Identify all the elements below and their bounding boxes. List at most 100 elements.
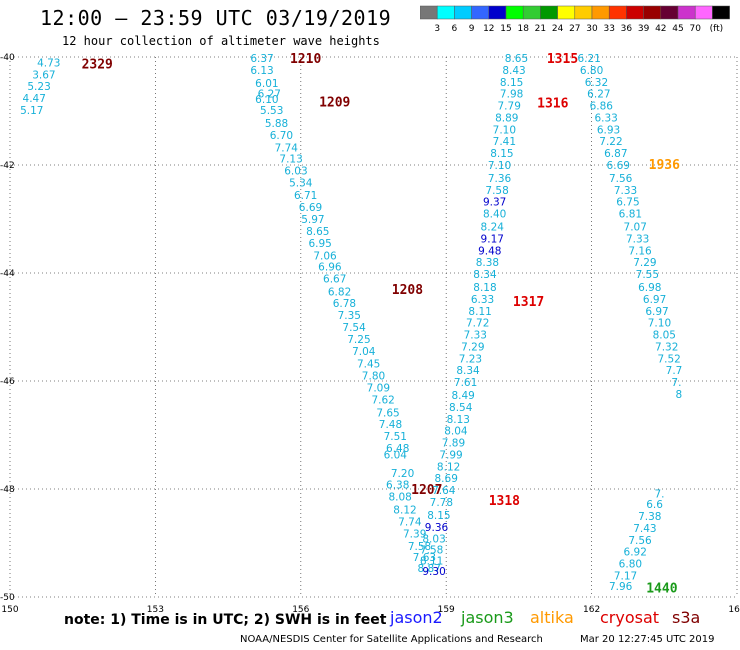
wave-height-value: 8.04: [444, 426, 468, 438]
wave-height-value: 8.12: [393, 505, 416, 517]
wave-height-value: 6.04: [384, 449, 408, 461]
wave-height-value: 7.61: [454, 377, 477, 389]
wave-height-value: 6.78: [333, 298, 356, 310]
wave-height-value: 7.29: [461, 341, 484, 353]
wave-height-value: 9.30: [422, 566, 445, 578]
wave-height-value: 6.82: [328, 286, 351, 298]
colorbar-unit: (ft): [710, 24, 724, 34]
wave-height-value: 6.69: [607, 160, 630, 172]
x-tick-label: 165: [728, 605, 740, 615]
pass-time-label: 1209: [319, 95, 350, 110]
wave-height-value: 6.71: [294, 190, 317, 202]
pass-time-label: 1316: [537, 96, 568, 111]
pass-time-label: 1318: [489, 494, 520, 509]
wave-height-value: 7.62: [371, 394, 394, 406]
wave-height-value: 7.04: [352, 346, 376, 358]
wave-height-value: 7.10: [488, 160, 511, 172]
wave-height-value: 7.79: [498, 101, 521, 113]
wave-height-value: 6.38: [386, 480, 409, 492]
wave-height-value: 8.69: [435, 473, 458, 485]
wave-height-value: 8.54: [449, 402, 473, 414]
wave-height-value: 6.95: [308, 238, 331, 250]
wave-height-value: 7.99: [439, 449, 462, 461]
wave-height-value: 6.87: [604, 148, 627, 160]
satellite-label-jason2: jason2: [390, 608, 443, 627]
y-tick-label: -40: [0, 53, 15, 63]
wave-height-value: 8.65: [306, 226, 329, 238]
wave-height-value: 7.64: [432, 485, 456, 497]
wave-height-value: 7.10: [648, 318, 671, 330]
wave-height-value: 7.25: [347, 334, 370, 346]
wave-height-value: 7.72: [466, 318, 489, 330]
pass-time-label: 1317: [513, 295, 544, 310]
wave-height-value: 4.47: [23, 93, 46, 105]
wave-height-value: 4.73: [37, 57, 60, 69]
wave-height-value: 7.35: [338, 310, 361, 322]
colorbar-label: 9: [469, 24, 475, 34]
colorbar-label: 27: [569, 24, 580, 34]
y-tick-label: -44: [0, 269, 15, 279]
wave-height-value: 8: [675, 389, 682, 401]
colorbar-legend: 3 6 9 12 15 18 21 24 27 30 33 36 39 42 45 70 (ft): [420, 5, 730, 34]
credit-timestamp: Mar 20 12:27:45 UTC 2019: [580, 634, 715, 645]
wave-height-value: 7.58: [408, 541, 431, 553]
wave-height-value: 6.21: [577, 53, 600, 65]
wave-height-value: 5.23: [27, 81, 50, 93]
wave-height-value: 7.06: [313, 251, 337, 263]
wave-height-value: 6.33: [471, 294, 494, 306]
wave-height-value: 9.17: [481, 233, 504, 245]
pass-time-label: 2329: [82, 57, 113, 72]
wave-height-value: 7.56: [628, 535, 652, 547]
wave-height-value: 7.23: [459, 353, 482, 365]
wave-height-value: 7.39: [403, 528, 426, 540]
wave-height-value: 6.92: [624, 547, 647, 559]
credit-text: NOAA/NESDIS Center for Satellite Applica…: [240, 634, 543, 645]
satellite-label-s3a: s3a: [672, 608, 701, 627]
wave-height-value: 7.98: [500, 89, 523, 101]
wave-height-value: 7.63: [413, 552, 436, 564]
colorbar-label: 45: [672, 24, 683, 34]
pass-time-label: 1207: [411, 483, 442, 498]
wave-height-value: 7.80: [362, 371, 385, 383]
wave-height-value: 6.37: [250, 53, 273, 65]
wave-height-value: 6.67: [323, 273, 346, 285]
wave-height-value: 8.12: [437, 461, 460, 473]
wave-height-value: 7.36: [488, 173, 512, 185]
wave-height-value: 8.24: [481, 222, 505, 234]
wave-height-value: 8.89: [495, 112, 518, 124]
wave-height-value: 7.: [654, 488, 664, 500]
wave-height-value: 8.11: [468, 306, 491, 318]
wave-height-value: 9.36: [425, 522, 449, 534]
wave-height-value: 6.27: [258, 89, 281, 101]
wave-height-value: 6.48: [386, 443, 409, 455]
chart-title: 12:00 – 23:59 UTC 03/19/2019: [40, 6, 392, 30]
wave-height-value: 7.13: [279, 154, 302, 166]
colorbar-label: 15: [500, 24, 511, 34]
wave-height-value: 6.97: [645, 306, 668, 318]
wave-height-value: 7.78: [430, 497, 453, 509]
wave-height-value: 8.18: [473, 282, 496, 294]
wave-height-value: 7.43: [633, 523, 656, 535]
colorbar-label: 18: [517, 24, 529, 34]
pass-time-label: 1315: [547, 52, 578, 67]
wave-height-value: 8.34: [456, 365, 480, 377]
wave-height-value: 6.10: [255, 94, 278, 106]
wave-height-value: 8.65: [505, 53, 528, 65]
wave-height-value: 7.96: [609, 581, 633, 593]
wave-height-value: 7.65: [376, 407, 399, 419]
wave-height-value: 7.56: [609, 173, 633, 185]
wave-height-value: 6.86: [590, 101, 614, 113]
wave-height-value: 8.15: [500, 77, 523, 89]
colorbar-swatch: [712, 5, 730, 20]
wave-height-value: 7.58: [420, 544, 443, 556]
wave-height-value: 7.: [671, 377, 681, 389]
colorbar-label: 6: [452, 24, 458, 34]
wave-height-value: 6.81: [619, 209, 642, 221]
pass-time-label: 1440: [646, 581, 677, 596]
chart-subtitle: 12 hour collection of altimeter wave hei…: [62, 34, 380, 48]
wave-height-value: 6.98: [638, 282, 661, 294]
wave-height-value: 7.33: [614, 185, 637, 197]
wave-height-value: 7.10: [493, 124, 516, 136]
satellite-label-altika: altika: [530, 608, 574, 627]
